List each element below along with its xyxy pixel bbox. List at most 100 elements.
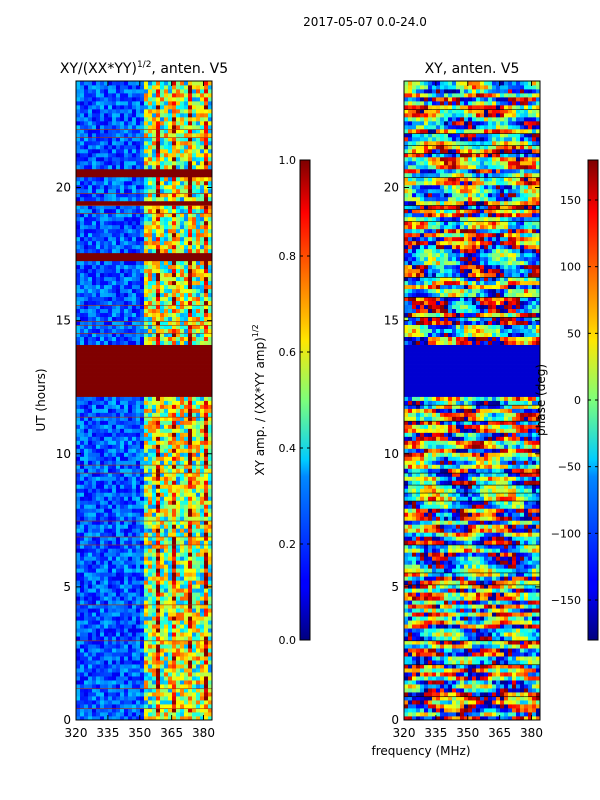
heatmap-cell <box>176 520 181 525</box>
heatmap-cell <box>184 324 189 330</box>
heatmap-cell <box>164 260 169 266</box>
heatmap-cell <box>156 144 161 150</box>
heatmap-cell <box>180 656 185 661</box>
heatmap-cell <box>160 236 165 242</box>
heatmap-cell <box>132 232 137 238</box>
heatmap-cell <box>204 572 209 577</box>
heatmap-cell <box>156 140 161 146</box>
heatmap-cell <box>112 488 117 493</box>
heatmap-cell <box>96 132 101 138</box>
heatmap-cell <box>108 648 113 653</box>
heatmap-cell <box>92 312 97 318</box>
heatmap-cell <box>188 176 193 182</box>
heatmap-cell <box>108 132 113 138</box>
heatmap-cell <box>196 184 201 190</box>
heatmap-cell <box>192 416 197 421</box>
heatmap-cell <box>80 676 85 681</box>
heatmap-cell <box>100 320 105 326</box>
heatmap-cell <box>76 376 81 381</box>
heatmap-cell <box>168 172 173 178</box>
heatmap-cell <box>136 408 141 413</box>
heatmap-cell <box>168 512 173 517</box>
heatmap-cell <box>172 692 177 697</box>
heatmap-cell <box>112 292 117 298</box>
heatmap-cell <box>144 208 149 214</box>
heatmap-cell <box>108 500 113 505</box>
heatmap-cell <box>92 680 97 685</box>
heatmap-cell <box>168 368 173 373</box>
heatmap-cell <box>92 292 97 298</box>
heatmap-cell <box>176 192 181 198</box>
heatmap-cell <box>192 140 197 146</box>
heatmap-cell <box>188 676 193 681</box>
heatmap-cell <box>188 704 193 709</box>
heatmap-cell <box>124 240 129 246</box>
heatmap-cell <box>144 352 149 357</box>
heatmap-cell <box>92 552 97 557</box>
heatmap-cell <box>116 656 121 661</box>
heatmap-cell <box>116 200 121 206</box>
heatmap-cell <box>80 452 85 457</box>
heatmap-cell <box>80 172 85 178</box>
heatmap-cell <box>88 340 93 345</box>
heatmap-cell <box>108 436 113 441</box>
heatmap-cell <box>200 168 205 174</box>
heatmap-cell <box>132 368 137 373</box>
heatmap-cell <box>128 140 133 146</box>
heatmap-cell <box>92 652 97 657</box>
heatmap-cell <box>148 688 153 693</box>
heatmap-cell <box>76 636 81 641</box>
heatmap-cell <box>104 228 109 234</box>
heatmap-cell <box>204 448 209 453</box>
heatmap-cell <box>88 652 93 657</box>
heatmap-cell <box>184 136 189 142</box>
heatmap-cell <box>76 348 81 353</box>
heatmap-cell <box>196 204 201 210</box>
heatmap-cell <box>92 472 97 477</box>
heatmap-cell <box>120 624 125 629</box>
heatmap-flag-line <box>76 604 212 606</box>
heatmap-cell <box>152 212 157 218</box>
heatmap-cell <box>176 316 181 322</box>
heatmap-cell <box>148 632 153 637</box>
heatmap-cell <box>128 336 133 341</box>
heatmap-cell <box>200 300 205 306</box>
heatmap-cell <box>200 600 205 605</box>
heatmap-cell <box>208 292 212 298</box>
heatmap-cell <box>152 536 157 541</box>
heatmap-cell <box>164 364 169 369</box>
heatmap-cell <box>164 640 169 645</box>
heatmap-cell <box>84 412 89 417</box>
heatmap-cell <box>184 140 189 146</box>
heatmap-cell <box>144 280 149 286</box>
heatmap-cell <box>152 668 157 673</box>
heatmap-cell <box>100 220 105 226</box>
heatmap-cell <box>164 360 169 365</box>
heatmap-cell <box>192 696 197 701</box>
heatmap-cell <box>140 188 145 194</box>
heatmap-cell <box>140 392 145 397</box>
heatmap-cell <box>100 568 105 573</box>
heatmap-cell <box>124 352 129 357</box>
heatmap-cell <box>96 660 101 665</box>
heatmap-cell <box>132 148 137 154</box>
heatmap-cell <box>204 192 209 198</box>
heatmap-cell <box>116 684 121 689</box>
heatmap-cell <box>160 428 165 433</box>
heatmap-cell <box>96 452 101 457</box>
heatmap-cell <box>156 216 161 222</box>
heatmap-cell <box>196 504 201 509</box>
heatmap-cell <box>192 708 197 713</box>
heatmap-cell <box>144 396 149 401</box>
heatmap-cell <box>192 160 197 166</box>
heatmap-cell <box>76 324 81 330</box>
heatmap-cell <box>132 244 137 250</box>
heatmap-cell <box>148 504 153 509</box>
heatmap-cell <box>168 656 173 661</box>
heatmap-cell <box>200 588 205 593</box>
heatmap-cell <box>188 248 193 254</box>
heatmap-cell <box>156 544 161 549</box>
heatmap-cell <box>196 384 201 389</box>
heatmap-cell <box>180 700 185 705</box>
heatmap-cell <box>184 684 189 689</box>
